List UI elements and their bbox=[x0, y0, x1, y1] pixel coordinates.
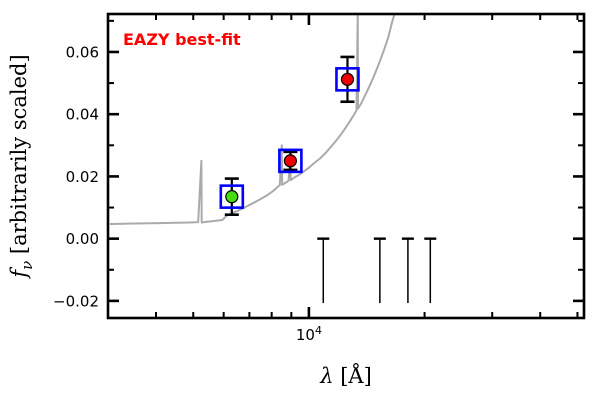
x-axis-ticks bbox=[107, 14, 579, 318]
y-axis-label: fν [arbitrarily scaled] bbox=[7, 54, 36, 279]
upper-limit-marker bbox=[424, 237, 437, 304]
photometry-marker bbox=[340, 72, 355, 86]
x-axis-major-tick-label: 104 bbox=[296, 324, 322, 344]
x-label-lambda: λ bbox=[319, 364, 333, 388]
model-flux-square bbox=[335, 67, 360, 92]
upper-limit-marker bbox=[373, 237, 386, 304]
x-tick-label-mantissa: 10 bbox=[296, 326, 315, 344]
eazy-best-fit-annotation: EAZY best-fit bbox=[123, 30, 241, 49]
upper-limit-markers bbox=[317, 237, 437, 304]
upper-limit-marker bbox=[401, 237, 414, 304]
y-tick-label: 0.04 bbox=[66, 106, 99, 124]
photometry-point bbox=[219, 177, 245, 216]
upper-limit-marker bbox=[317, 237, 330, 304]
y-label-f: f bbox=[7, 267, 31, 280]
y-label-nu: ν bbox=[18, 261, 36, 270]
photometry-marker bbox=[283, 154, 297, 168]
x-axis-label: λ [Å] bbox=[319, 363, 372, 388]
photometry-points bbox=[219, 55, 360, 216]
y-tick-label: 0.02 bbox=[66, 168, 99, 186]
y-label-unit: [arbitrarily scaled] bbox=[7, 54, 31, 260]
x-tick-label-exponent: 4 bbox=[315, 324, 322, 337]
model-flux-square bbox=[219, 184, 245, 209]
photometry-point bbox=[335, 55, 360, 104]
x-label-unit: [Å] bbox=[334, 363, 372, 388]
y-tick-label: −0.02 bbox=[53, 292, 99, 310]
axes-frame bbox=[106, 12, 586, 320]
y-tick-label: 0.06 bbox=[66, 43, 99, 61]
svg-text:104: 104 bbox=[296, 324, 322, 344]
photometry-marker bbox=[225, 190, 239, 204]
y-tick-label: 0.00 bbox=[66, 230, 99, 248]
model-flux-square bbox=[278, 148, 303, 174]
photometry-point bbox=[278, 148, 303, 174]
y-axis-ticks bbox=[108, 19, 584, 303]
y-axis-tick-labels: −0.02 0.00 0.02 0.04 0.06 bbox=[53, 43, 99, 310]
